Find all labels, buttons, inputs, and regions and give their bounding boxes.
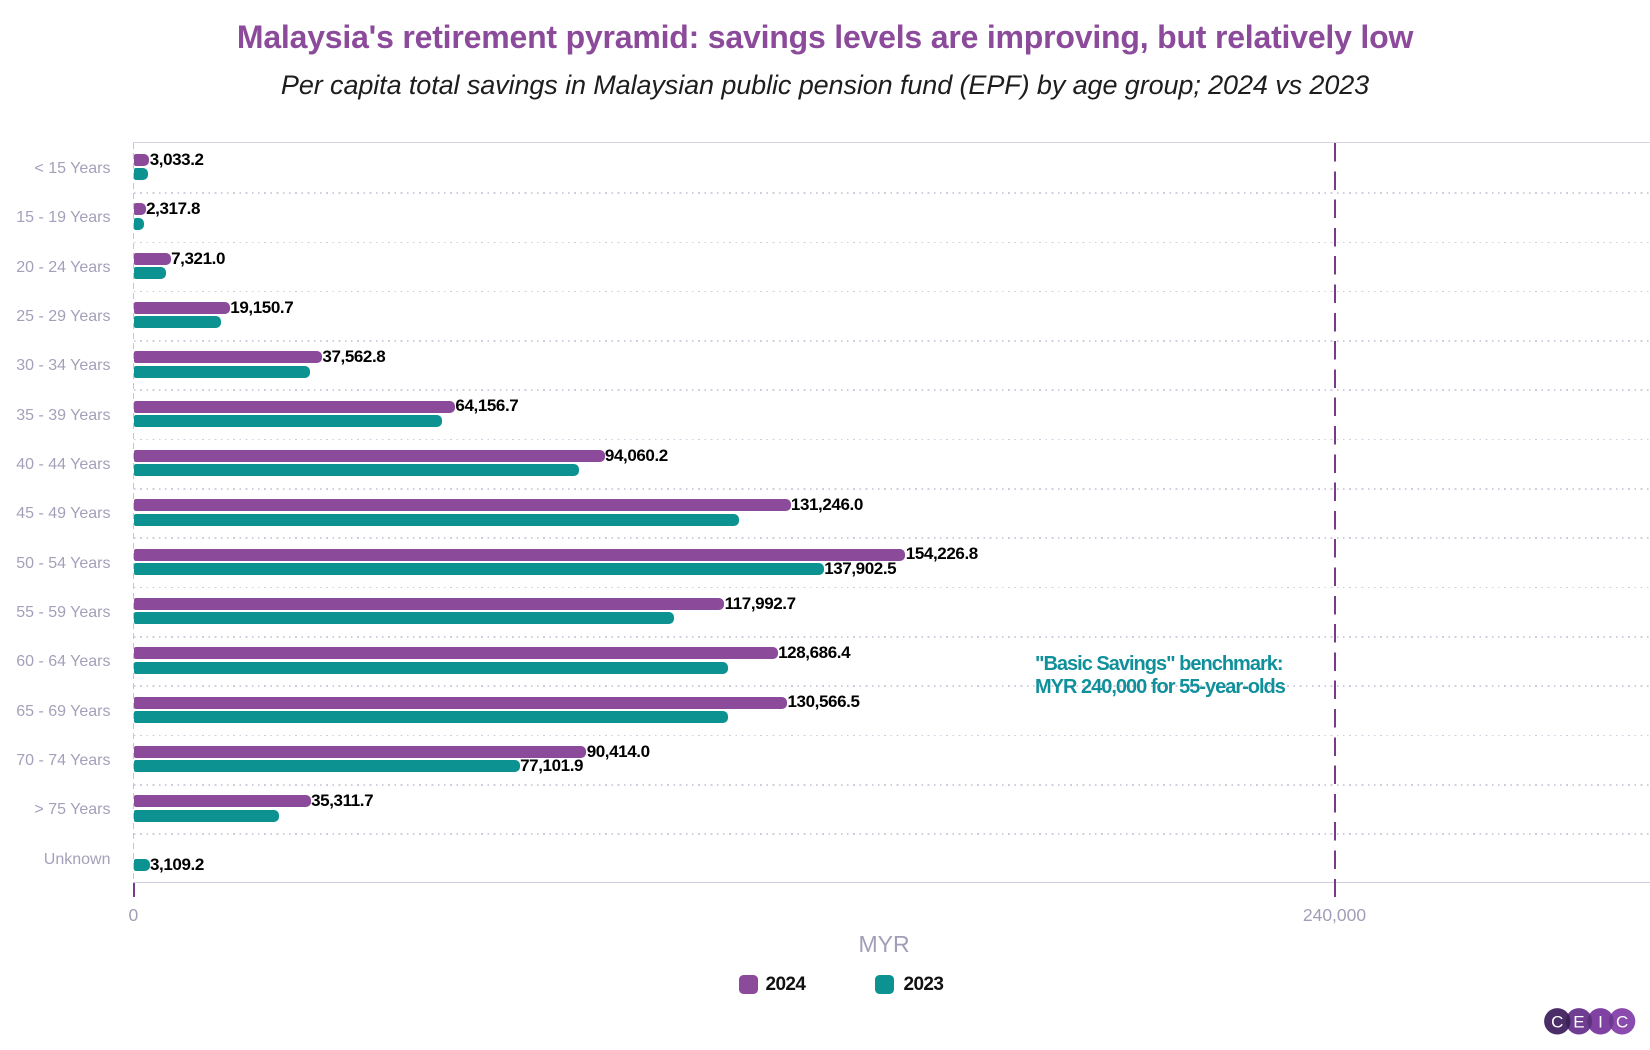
svg-text:I: I xyxy=(1598,1012,1603,1031)
svg-text:C: C xyxy=(1616,1012,1628,1031)
svg-text:C: C xyxy=(1551,1012,1563,1031)
svg-text:E: E xyxy=(1573,1012,1584,1031)
